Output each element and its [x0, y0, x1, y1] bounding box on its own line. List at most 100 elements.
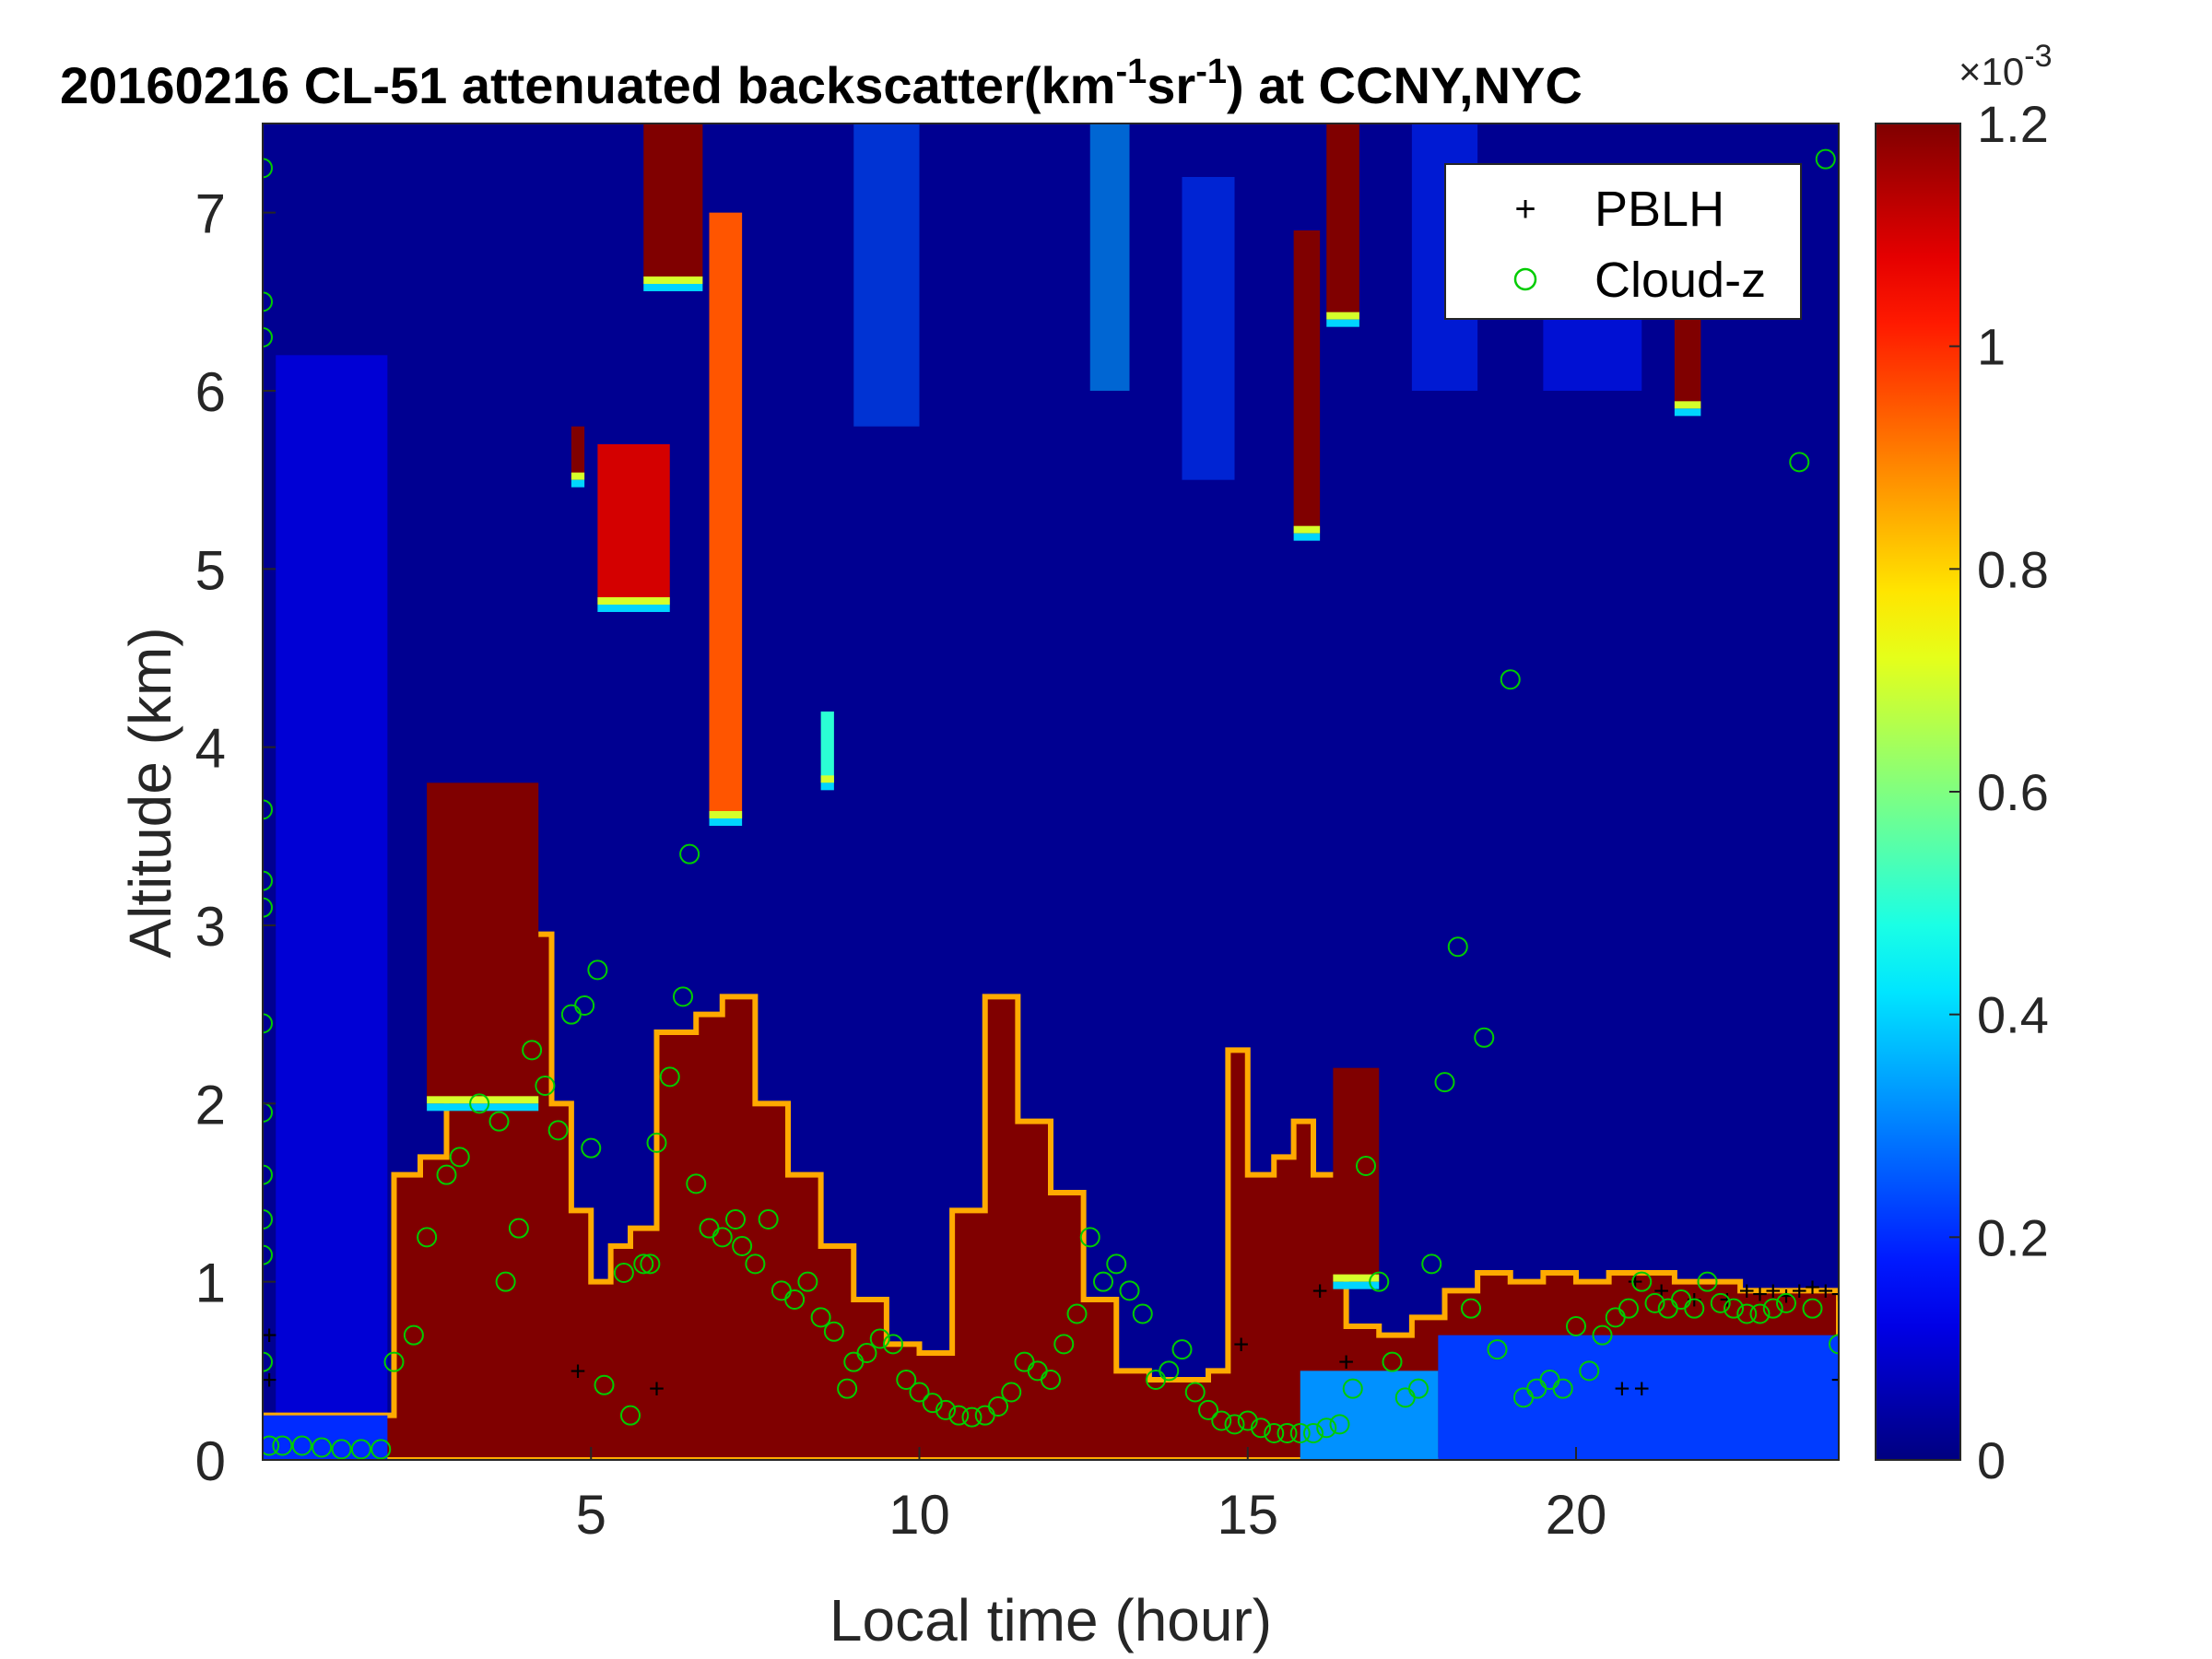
cloud-z-point	[988, 1396, 1008, 1417]
cloud-z-point	[758, 1209, 779, 1230]
pblh-point: +	[1738, 1276, 1755, 1306]
cloud-z-point	[581, 1137, 602, 1159]
cloud-z-point	[263, 158, 273, 179]
cloud-z-point	[883, 1334, 903, 1355]
cloud-z-point	[725, 1209, 746, 1230]
cloud-z-point	[1264, 1423, 1285, 1443]
cloud-z-point	[922, 1393, 943, 1414]
cloud-z-point	[1566, 1316, 1586, 1336]
cloud-z-point	[272, 1435, 293, 1456]
cloud-z-point	[1802, 1298, 1823, 1319]
cloud-column-edge	[1333, 1281, 1380, 1289]
cirrus-streak	[1182, 177, 1235, 480]
smoke-plume-region	[276, 355, 388, 1460]
cloud-z-point	[1552, 1378, 1573, 1399]
y-tick-label: 7	[195, 183, 226, 245]
cloud-z-point	[1093, 1271, 1113, 1292]
cloud-z-point	[797, 1271, 818, 1292]
cloud-z-point	[1369, 1271, 1390, 1292]
cloud-z-point	[522, 1040, 543, 1061]
legend-cloud-z-marker	[1513, 267, 1537, 291]
cloud-z-point	[350, 1439, 371, 1460]
x-axis-label: Local time (hour)	[830, 1587, 1272, 1653]
cloud-z-point	[488, 1111, 510, 1132]
cloud-column-edge	[427, 1096, 539, 1104]
cloud-z-point	[263, 291, 273, 312]
pblh-point: +	[1719, 1285, 1735, 1315]
cloud-z-point	[1316, 1418, 1337, 1439]
x-tick-label: 10	[888, 1484, 950, 1546]
cloud-z-point	[823, 1321, 844, 1342]
legend-pblh-label: PBLH	[1594, 182, 1724, 237]
y-tick-label: 0	[195, 1430, 226, 1492]
pblh-point: +	[1752, 1279, 1769, 1310]
cloud-z-point	[1184, 1382, 1206, 1403]
cloud-z-point	[935, 1399, 956, 1420]
y-tick-label: 3	[195, 896, 226, 958]
cirrus-streak	[1089, 124, 1130, 391]
cloud-column-edge	[643, 284, 703, 291]
cloud-z-point	[633, 1253, 654, 1275]
cloud-z-point	[1066, 1303, 1088, 1324]
cloud-z-point	[679, 843, 700, 865]
cloud-z-point	[1500, 669, 1521, 690]
cloud-z-point	[263, 1209, 273, 1230]
cloud-z-point	[961, 1406, 982, 1428]
cloud-z-point	[594, 1374, 615, 1395]
cloud-z-point	[1592, 1324, 1613, 1346]
cloud-z-point	[784, 1289, 806, 1310]
cloud-z-point	[508, 1218, 529, 1239]
axes-frame	[262, 123, 1840, 1461]
cloud-z-point	[1408, 1378, 1429, 1399]
cloud-z-point	[1329, 1414, 1350, 1435]
y-tick-label: 4	[195, 718, 226, 780]
pblh-point: +	[1830, 1279, 1847, 1310]
cloud-z-point	[1644, 1292, 1665, 1313]
cloud-column	[1333, 1067, 1380, 1282]
cloud-column-edge	[597, 597, 670, 605]
cloud-column-edge	[820, 782, 834, 791]
x-tick-label: 20	[1546, 1484, 1607, 1546]
legend-cloud-z-label: Cloud-z	[1594, 253, 1766, 308]
cloud-column	[820, 712, 834, 783]
cloud-column-edge	[571, 479, 585, 488]
cloud-column-edge	[571, 472, 585, 480]
cloud-z-point	[659, 1066, 680, 1088]
cloud-z-point	[1421, 1253, 1442, 1275]
cloud-column	[1326, 124, 1359, 320]
cloud-z-point	[263, 1435, 280, 1456]
cloud-z-point	[620, 1405, 641, 1426]
cloud-z-point	[417, 1227, 438, 1248]
cloud-z-point	[1106, 1253, 1127, 1275]
pblh-point: +	[1614, 1374, 1630, 1405]
cloud-z-point	[1447, 936, 1468, 958]
cloud-z-point	[263, 1102, 273, 1123]
cloud-z-point	[896, 1370, 917, 1390]
cloud-z-point	[469, 1093, 490, 1114]
cloud-column	[709, 212, 743, 818]
pblh-point: +	[1312, 1276, 1328, 1306]
cloud-z-point	[263, 897, 273, 918]
cloud-column-edge	[597, 605, 670, 612]
cloud-z-point	[640, 1253, 661, 1275]
cloud-z-point	[403, 1324, 424, 1346]
y-axis-label: Altitude (km)	[117, 627, 183, 958]
cloud-column	[1293, 230, 1321, 534]
legend-pblh-marker: +	[1514, 189, 1535, 229]
cloud-z-point	[1119, 1280, 1140, 1301]
low-signal-region	[1300, 1371, 1439, 1460]
cloud-z-point	[449, 1147, 470, 1168]
y-tick-label: 6	[195, 361, 226, 423]
cloud-z-point	[1001, 1382, 1022, 1403]
axes: 5 10 15 20 0 1 2 3 4 5 6 7	[195, 123, 1840, 1546]
cloud-z-point	[263, 1351, 273, 1372]
cloud-z-point	[1618, 1298, 1639, 1319]
cloud-z-point	[837, 1378, 858, 1399]
cloud-column	[427, 782, 539, 1104]
cloud-z-point	[1684, 1298, 1705, 1319]
cirrus-streak	[853, 124, 920, 427]
cloud-z-point	[1159, 1360, 1180, 1382]
cloud-z-point	[383, 1351, 405, 1372]
x-tick-label: 15	[1217, 1484, 1278, 1546]
cloud-z-point	[1053, 1334, 1075, 1355]
